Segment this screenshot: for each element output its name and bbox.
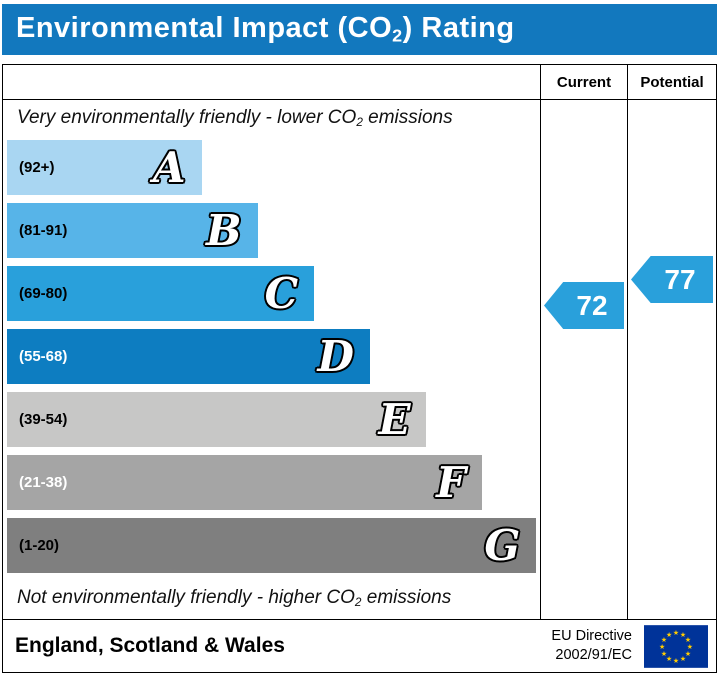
band-row-e: (39-54) E <box>7 388 540 451</box>
header-spacer <box>3 65 540 100</box>
band-range-g: (1-20) <box>19 537 60 554</box>
header-potential-label: Potential <box>627 65 716 100</box>
current-value: 72 <box>576 289 608 321</box>
svg-text:★: ★ <box>680 655 686 663</box>
band-range-b: (81-91) <box>19 222 68 239</box>
band-letter-e: E <box>378 394 411 444</box>
svg-text:★: ★ <box>666 631 672 639</box>
svg-text:★: ★ <box>673 656 679 664</box>
eu-directive-line1: EU Directive <box>551 628 632 645</box>
eu-directive-line2: 2002/91/EC <box>555 647 632 663</box>
band-range-c: (69-80) <box>19 285 68 302</box>
bands-column: Very environmentally friendly - lower CO… <box>3 100 540 619</box>
current-arrow: 72 <box>544 282 624 329</box>
epc-environmental-impact-chart: Environmental Impact (CO2) Rating Curren… <box>0 4 719 679</box>
band-row-g: (1-20) G <box>7 514 540 577</box>
band-letter-c: C <box>264 268 298 318</box>
eu-directive-label: EU Directive 2002/91/EC <box>551 627 632 665</box>
svg-text:★: ★ <box>680 631 686 639</box>
header-current-label: Current <box>540 65 627 100</box>
svg-text:★: ★ <box>666 655 672 663</box>
rating-chart: Current Potential Very environmentally f… <box>2 64 717 620</box>
svg-text:★: ★ <box>687 643 693 651</box>
band-range-f: (21-38) <box>19 474 68 491</box>
band-bar-b: (81-91) B <box>7 203 258 258</box>
caption-top: Very environmentally friendly - lower CO… <box>7 100 540 136</box>
band-bar-e: (39-54) E <box>7 392 427 447</box>
svg-text:★: ★ <box>685 636 691 644</box>
svg-text:★: ★ <box>685 649 691 657</box>
band-bar-d: (55-68) D <box>7 329 370 384</box>
band-letter-a: A <box>152 142 186 192</box>
eu-flag-icon: ★ ★★★★★★★★★★★ <box>644 624 708 668</box>
svg-text:★: ★ <box>661 636 667 644</box>
footer: England, Scotland & Wales EU Directive 2… <box>2 620 717 673</box>
svg-text:★: ★ <box>659 643 665 651</box>
band-row-a: (92+) A <box>7 136 540 199</box>
band-letter-g: G <box>484 520 521 570</box>
band-bar-c: (69-80) C <box>7 266 314 321</box>
page-title: Environmental Impact (CO2) Rating <box>2 4 717 55</box>
page-title-text: Environmental Impact (CO2) Rating <box>16 12 515 46</box>
band-range-d: (55-68) <box>19 348 68 365</box>
band-letter-b: B <box>206 205 242 255</box>
band-row-b: (81-91) B <box>7 199 540 262</box>
current-column: 72 <box>540 100 627 619</box>
band-range-a: (92+) <box>19 159 55 176</box>
band-bar-g: (1-20) G <box>7 518 537 573</box>
band-letter-d: D <box>317 331 354 381</box>
caption-bottom: Not environmentally friendly - higher CO… <box>7 577 540 619</box>
svg-text:★: ★ <box>661 649 667 657</box>
caption-top-text: Very environmentally friendly - lower CO… <box>17 107 453 129</box>
caption-bottom-text: Not environmentally friendly - higher CO… <box>17 587 452 609</box>
band-row-f: (21-38) F <box>7 451 540 514</box>
band-row-c: (69-80) C <box>7 262 540 325</box>
band-letter-f: F <box>436 457 466 507</box>
band-bar-f: (21-38) F <box>7 455 482 510</box>
potential-value: 77 <box>664 263 696 295</box>
band-bar-a: (92+) A <box>7 140 202 195</box>
footer-region-label: England, Scotland & Wales <box>15 634 285 657</box>
band-row-d: (55-68) D <box>7 325 540 388</box>
band-range-e: (39-54) <box>19 411 68 428</box>
potential-arrow: 77 <box>631 256 713 303</box>
svg-text:★: ★ <box>673 629 679 637</box>
potential-column: 77 <box>627 100 716 619</box>
